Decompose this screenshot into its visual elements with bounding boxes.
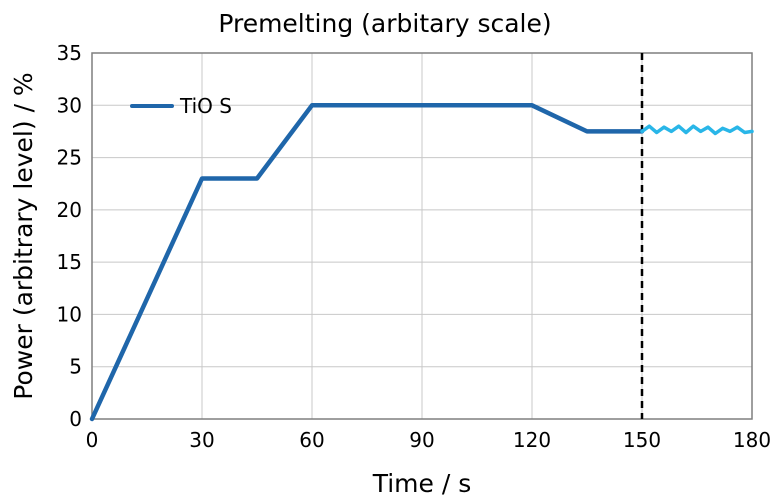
legend-label-tio-s: TiO S — [179, 94, 232, 118]
x-tick-label: 0 — [86, 428, 99, 452]
x-axis-label: Time / s — [372, 469, 472, 498]
y-tick-label: 10 — [57, 302, 82, 326]
series-line-tio-s — [89, 103, 645, 422]
x-tick-label: 90 — [409, 428, 434, 452]
y-tick-label: 0 — [69, 407, 82, 431]
y-tick-label: 25 — [57, 146, 82, 170]
series-line-continuation — [640, 124, 754, 136]
y-axis-label: Power (arbitrary level) / % — [9, 72, 38, 399]
x-tick-label: 150 — [623, 428, 661, 452]
y-tick-label: 20 — [57, 198, 82, 222]
x-tick-label: 60 — [299, 428, 324, 452]
plot-area-border — [91, 52, 753, 420]
y-tick-label: 35 — [57, 41, 82, 65]
x-tick-label: 30 — [189, 428, 214, 452]
data-series — [89, 103, 754, 422]
chart-title: Premelting (arbitary scale) — [218, 9, 551, 38]
legend: TiO S — [130, 94, 232, 118]
y-tick-label: 15 — [57, 250, 82, 274]
y-tick-label: 30 — [57, 93, 82, 117]
x-tick-label: 180 — [733, 428, 771, 452]
tick-labels: 0 5 10 15 20 25 30 35 0 30 60 90 120 150 180 — [57, 41, 772, 452]
y-tick-label: 5 — [69, 355, 82, 379]
x-tick-label: 120 — [513, 428, 551, 452]
